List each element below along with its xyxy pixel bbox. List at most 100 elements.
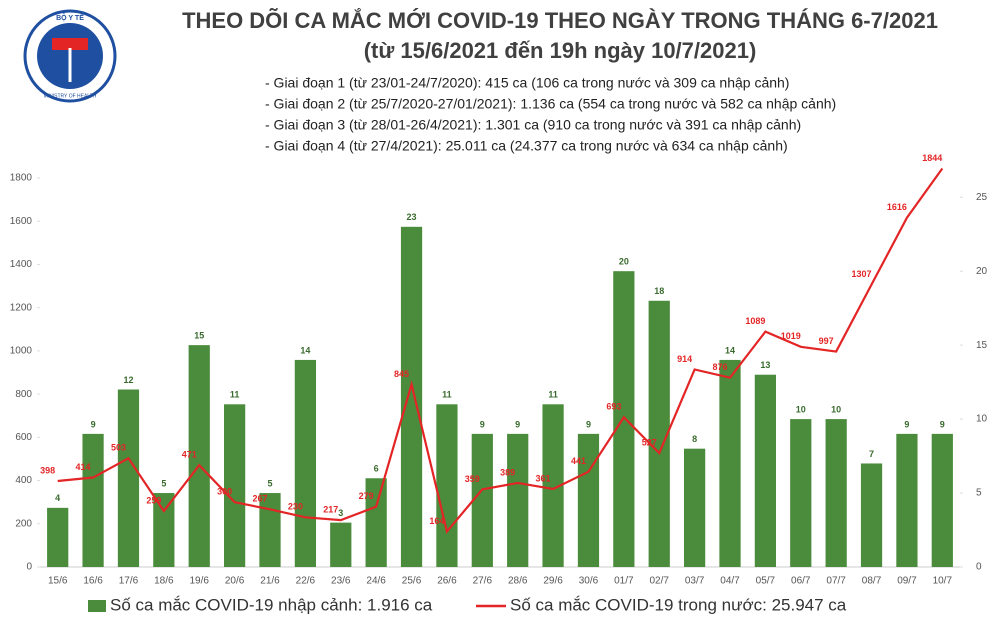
x-tick-label: 28/6 — [508, 576, 528, 587]
x-tick-label: 10/7 — [933, 576, 953, 587]
bar — [648, 300, 670, 567]
line-value-label: 1019 — [781, 331, 801, 341]
bar — [188, 345, 210, 567]
bar — [294, 359, 316, 567]
line-value-label: 164 — [429, 516, 444, 526]
bar-value-label: 6 — [374, 464, 379, 474]
chart-title: THEO DÕI CA MẮC MỚI COVID-19 THEO NGÀY T… — [182, 8, 938, 33]
bar — [47, 507, 69, 567]
x-tick-label: 21/6 — [260, 576, 280, 587]
line-value-label: 398 — [40, 465, 55, 475]
bar — [153, 493, 175, 567]
y2-tick-label: 10 — [976, 414, 988, 425]
bar-value-label: 9 — [940, 419, 945, 429]
y2-tick-label: 25 — [976, 192, 988, 203]
x-tick-label: 25/6 — [402, 576, 422, 587]
bar-value-label: 23 — [407, 212, 417, 222]
bar-value-label: 13 — [760, 360, 770, 370]
bar-value-label: 4 — [55, 493, 60, 503]
x-tick-label: 05/7 — [756, 576, 776, 587]
bar-value-label: 9 — [904, 419, 909, 429]
line-value-label: 1307 — [852, 269, 872, 279]
y-tick-label: 1200 — [10, 302, 33, 313]
bar-value-label: 12 — [123, 375, 133, 385]
chart-subtitle: (từ 15/6/2021 đến 19h ngày 10/7/2021) — [364, 38, 757, 63]
line — [57, 167, 944, 534]
x-tick-label: 04/7 — [720, 576, 740, 587]
bar-value-label: 3 — [338, 508, 343, 518]
y-tick-label: 1800 — [10, 173, 33, 184]
bar — [825, 419, 847, 567]
y-tick-label: 400 — [15, 475, 32, 486]
bar — [860, 463, 883, 567]
bar-value-label: 9 — [480, 419, 485, 429]
x-tick-label: 17/6 — [119, 576, 139, 587]
legend-label: Số ca mắc COVID-19 trong nước: 25.947 ca — [510, 595, 847, 614]
y2-tick-label: 0 — [976, 562, 982, 573]
x-tick-label: 30/6 — [579, 576, 599, 587]
logo: BỘ Y TẾ MINISTRY OF HEALTH — [23, 9, 117, 103]
x-tick-label: 06/7 — [791, 576, 811, 587]
bar — [400, 226, 423, 568]
line-value-label: 279 — [359, 491, 374, 501]
x-tick-label: 19/6 — [189, 576, 209, 587]
bar-value-label: 14 — [300, 345, 310, 355]
y2-tick-label: 20 — [976, 266, 988, 277]
x-tick-label: 01/7 — [614, 576, 634, 587]
y-tick-label: 600 — [15, 432, 32, 443]
note: - Giai đoạn 3 (từ 28/01-26/4/2021): 1.30… — [265, 117, 801, 133]
line-value-label: 230 — [288, 502, 303, 512]
bar-value-label: 10 — [831, 404, 841, 414]
bar-value-label: 10 — [796, 404, 806, 414]
bar-value-label: 14 — [725, 345, 735, 355]
note: - Giai đoạn 4 (từ 27/4/2021): 25.011 ca … — [265, 138, 788, 154]
logo-bottom: MINISTRY OF HEALTH — [44, 93, 97, 99]
x-tick-label: 08/7 — [862, 576, 882, 587]
bar — [684, 448, 706, 567]
x-tick-label: 22/6 — [296, 576, 316, 587]
bar — [577, 433, 600, 567]
line-value-label: 997 — [819, 336, 834, 346]
x-tick-label: 29/6 — [543, 576, 563, 587]
x-tick-label: 15/6 — [48, 576, 68, 587]
bar-value-label: 9 — [91, 419, 96, 429]
x-tick-label: 20/6 — [225, 576, 245, 587]
x-tick-label: 24/6 — [366, 576, 386, 587]
y-tick-label: 1400 — [10, 259, 33, 270]
bar-value-label: 9 — [586, 419, 591, 429]
bar — [471, 433, 493, 567]
bar-value-label: 18 — [654, 286, 664, 296]
bar-value-label: 11 — [442, 390, 452, 400]
bar — [931, 433, 953, 567]
note: - Giai đoạn 1 (từ 23/01-24/7/2020): 415 … — [265, 75, 789, 91]
line-value-label: 441 — [571, 456, 586, 466]
bar-value-label: 7 — [869, 449, 874, 459]
bar — [224, 404, 246, 567]
bar-value-label: 5 — [161, 478, 166, 488]
bar — [754, 374, 776, 567]
line-value-label: 693 — [606, 402, 621, 412]
bar-value-label: 15 — [194, 331, 204, 341]
bar — [507, 433, 529, 567]
note: - Giai đoạn 2 (từ 25/7/2020-27/01/2021):… — [265, 96, 836, 112]
bar — [790, 419, 812, 567]
line-value-label: 414 — [76, 462, 91, 472]
bar — [436, 404, 458, 567]
x-tick-label: 09/7 — [897, 576, 917, 587]
y2-tick-label: 5 — [976, 488, 982, 499]
line-value-label: 471 — [182, 450, 197, 460]
x-tick-label: 26/6 — [437, 576, 457, 587]
line-value-label: 503 — [111, 443, 126, 453]
bar — [82, 433, 104, 567]
x-tick-label: 27/6 — [473, 576, 493, 587]
x-tick-label: 07/7 — [826, 576, 846, 587]
line-value-label: 267 — [252, 494, 267, 504]
line-value-label: 389 — [500, 467, 515, 477]
line-value-label: 1089 — [745, 316, 765, 326]
x-tick-label: 23/6 — [331, 576, 351, 587]
x-tick-label: 02/7 — [649, 576, 669, 587]
line-value-label: 1844 — [922, 153, 942, 163]
line-value-label: 300 — [217, 487, 232, 497]
bar — [330, 522, 352, 567]
